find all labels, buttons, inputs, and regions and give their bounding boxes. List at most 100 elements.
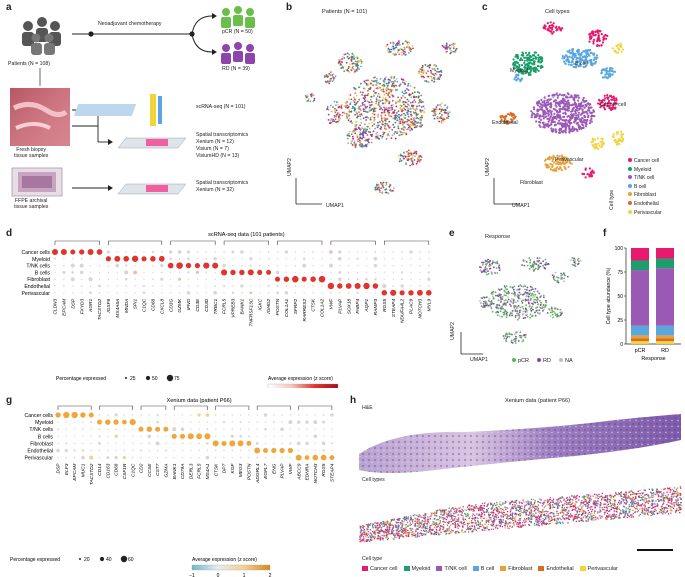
dotplot-dot (281, 414, 283, 416)
umap-point (396, 115, 399, 117)
umap-point (422, 105, 425, 108)
dotplot-dot (276, 258, 279, 260)
umap-point (530, 289, 533, 291)
umap-point (357, 64, 359, 67)
umap-point (353, 140, 356, 142)
dotplot-dot (205, 292, 207, 294)
umap-point (538, 309, 541, 312)
dotplot-dot (107, 428, 109, 430)
umap-point (375, 135, 377, 138)
spatial-cell (616, 503, 619, 505)
umap-point (376, 77, 378, 80)
spatial-cell (402, 527, 405, 530)
dotplot-dot (281, 456, 283, 459)
umap-point (394, 88, 397, 91)
umap-point (534, 267, 537, 270)
umap-point (401, 132, 404, 134)
spatial-cell (574, 514, 576, 516)
umap-point (516, 69, 519, 72)
gene-label: NOTCH3 (418, 298, 424, 318)
umap-point (348, 117, 351, 120)
dotplot-dot (276, 284, 279, 288)
umap-point (519, 306, 522, 309)
spatial-cell (649, 497, 651, 499)
umap-point (571, 127, 574, 131)
dotplot-dot (62, 270, 66, 274)
umap-point (433, 78, 436, 81)
spatial-cell (519, 518, 521, 520)
spatial-cell (393, 534, 395, 536)
dotplot-dot (223, 292, 225, 294)
dotplot-dot (428, 264, 430, 267)
color-legend-tick: 1 (243, 573, 246, 577)
umap-point (620, 45, 623, 49)
umap-point (395, 78, 398, 80)
spatial-cell (609, 510, 611, 512)
umap-point (531, 315, 533, 318)
umap-point (515, 301, 517, 304)
spatial-cell (568, 496, 571, 498)
umap-point (370, 83, 373, 86)
umap-point (350, 120, 352, 123)
umap-point (516, 310, 519, 312)
umap-point (530, 114, 534, 117)
umap-point (621, 133, 624, 136)
umap-point (503, 314, 505, 316)
umap-point (413, 121, 416, 123)
umap-point (359, 124, 361, 127)
umap-point (549, 115, 552, 118)
spatial-cell (552, 498, 555, 500)
spatial-cell (642, 504, 645, 507)
umap-point (562, 129, 565, 133)
umap-point (338, 105, 341, 108)
umap-point (412, 104, 415, 107)
spatial-cell (526, 518, 528, 520)
umap-point (564, 162, 567, 165)
umap-point (440, 120, 443, 122)
dotplot-dot (312, 271, 314, 274)
dotplot-dot (206, 428, 209, 431)
umap-point (415, 126, 418, 128)
umap-point (492, 290, 495, 293)
umap-point (341, 66, 344, 68)
dotplot-dot (205, 251, 207, 253)
umap-celltypes-plot (493, 21, 625, 205)
umap-point (577, 96, 580, 99)
dotplot-dot (321, 258, 323, 260)
spatial-cell (481, 524, 483, 526)
umap-point (516, 289, 518, 292)
umap-point (574, 263, 577, 266)
umap-point (524, 259, 526, 262)
umap-point (537, 303, 539, 306)
umap-point (571, 109, 574, 112)
dotplot-dot (165, 435, 167, 437)
umap-point (380, 107, 383, 110)
dotplot-dot (365, 292, 368, 294)
dotplot-dot (123, 442, 126, 445)
umap-point (505, 338, 508, 340)
umap-point (328, 82, 331, 85)
umap-point (377, 92, 380, 95)
dotplot-dot (267, 292, 270, 294)
dotplot-dot (65, 456, 68, 459)
dotplot-dot (107, 435, 109, 437)
umap-point (562, 272, 565, 275)
spatial-cell (458, 531, 460, 534)
spatial-cell (512, 512, 514, 514)
umap-point (311, 92, 313, 95)
dotplot-dot (156, 456, 159, 459)
umap-point (330, 77, 332, 80)
dotplot-dot (179, 433, 186, 439)
umap-point (402, 119, 404, 122)
umap-point (341, 55, 344, 58)
umap-point (362, 110, 365, 113)
umap-point (361, 143, 364, 146)
umap-point (359, 91, 362, 93)
umap-point (561, 126, 564, 129)
spatial-cell (565, 509, 567, 511)
umap-point (447, 112, 449, 115)
umap-point (404, 96, 406, 99)
umap-point (366, 128, 369, 131)
spatial-cell (490, 528, 493, 530)
umap-point (589, 48, 592, 52)
